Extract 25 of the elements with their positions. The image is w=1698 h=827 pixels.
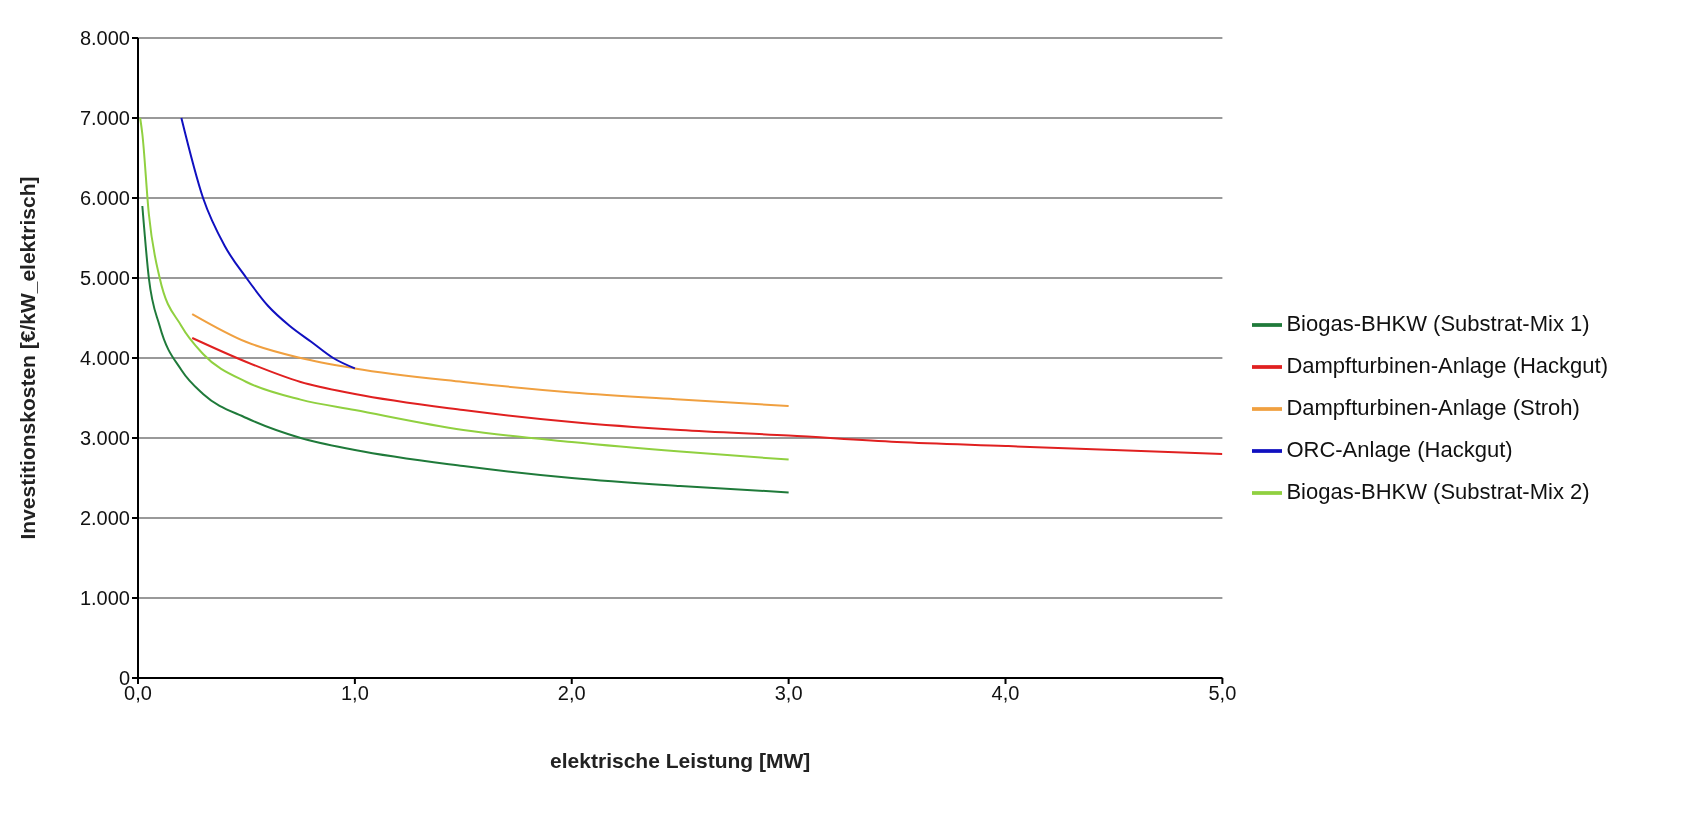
line-series	[191, 337, 1223, 455]
line-series	[139, 117, 790, 461]
legend-label: Dampfturbinen-Anlage (Stroh)	[1286, 395, 1580, 420]
y-tick-label: 3.000	[79, 427, 130, 450]
legend-label: ORC-Anlage (Hackgut)	[1286, 437, 1513, 462]
x-axis-title: elektrische Leistung [MW]	[550, 749, 811, 772]
y-tick-label: 5.000	[79, 267, 130, 290]
line-series	[191, 313, 790, 407]
x-tick-label: 2,0	[557, 682, 586, 705]
y-tick-label: 1.000	[79, 587, 130, 610]
x-tick-label: 1,0	[340, 682, 369, 705]
legend-label: Biogas-BHKW (Substrat-Mix 2)	[1286, 479, 1590, 504]
x-tick-label: 4,0	[991, 682, 1020, 705]
line-series	[180, 117, 356, 370]
y-tick-label: 6.000	[79, 187, 130, 210]
y-tick-label: 8.000	[79, 27, 130, 50]
legend-label: Dampfturbinen-Anlage (Hackgut)	[1286, 353, 1608, 378]
x-tick-label: 5,0	[1208, 682, 1237, 705]
y-tick-label: 2.000	[79, 507, 130, 530]
x-tick-label: 3,0	[774, 682, 803, 705]
y-axis-title: Investitionskosten [€/kW_elektrisch]	[16, 176, 40, 540]
legend-label: Biogas-BHKW (Substrat-Mix 1)	[1286, 311, 1590, 336]
y-tick-label: 4.000	[79, 347, 130, 370]
line-series	[141, 205, 790, 494]
y-tick-label: 7.000	[79, 107, 130, 130]
